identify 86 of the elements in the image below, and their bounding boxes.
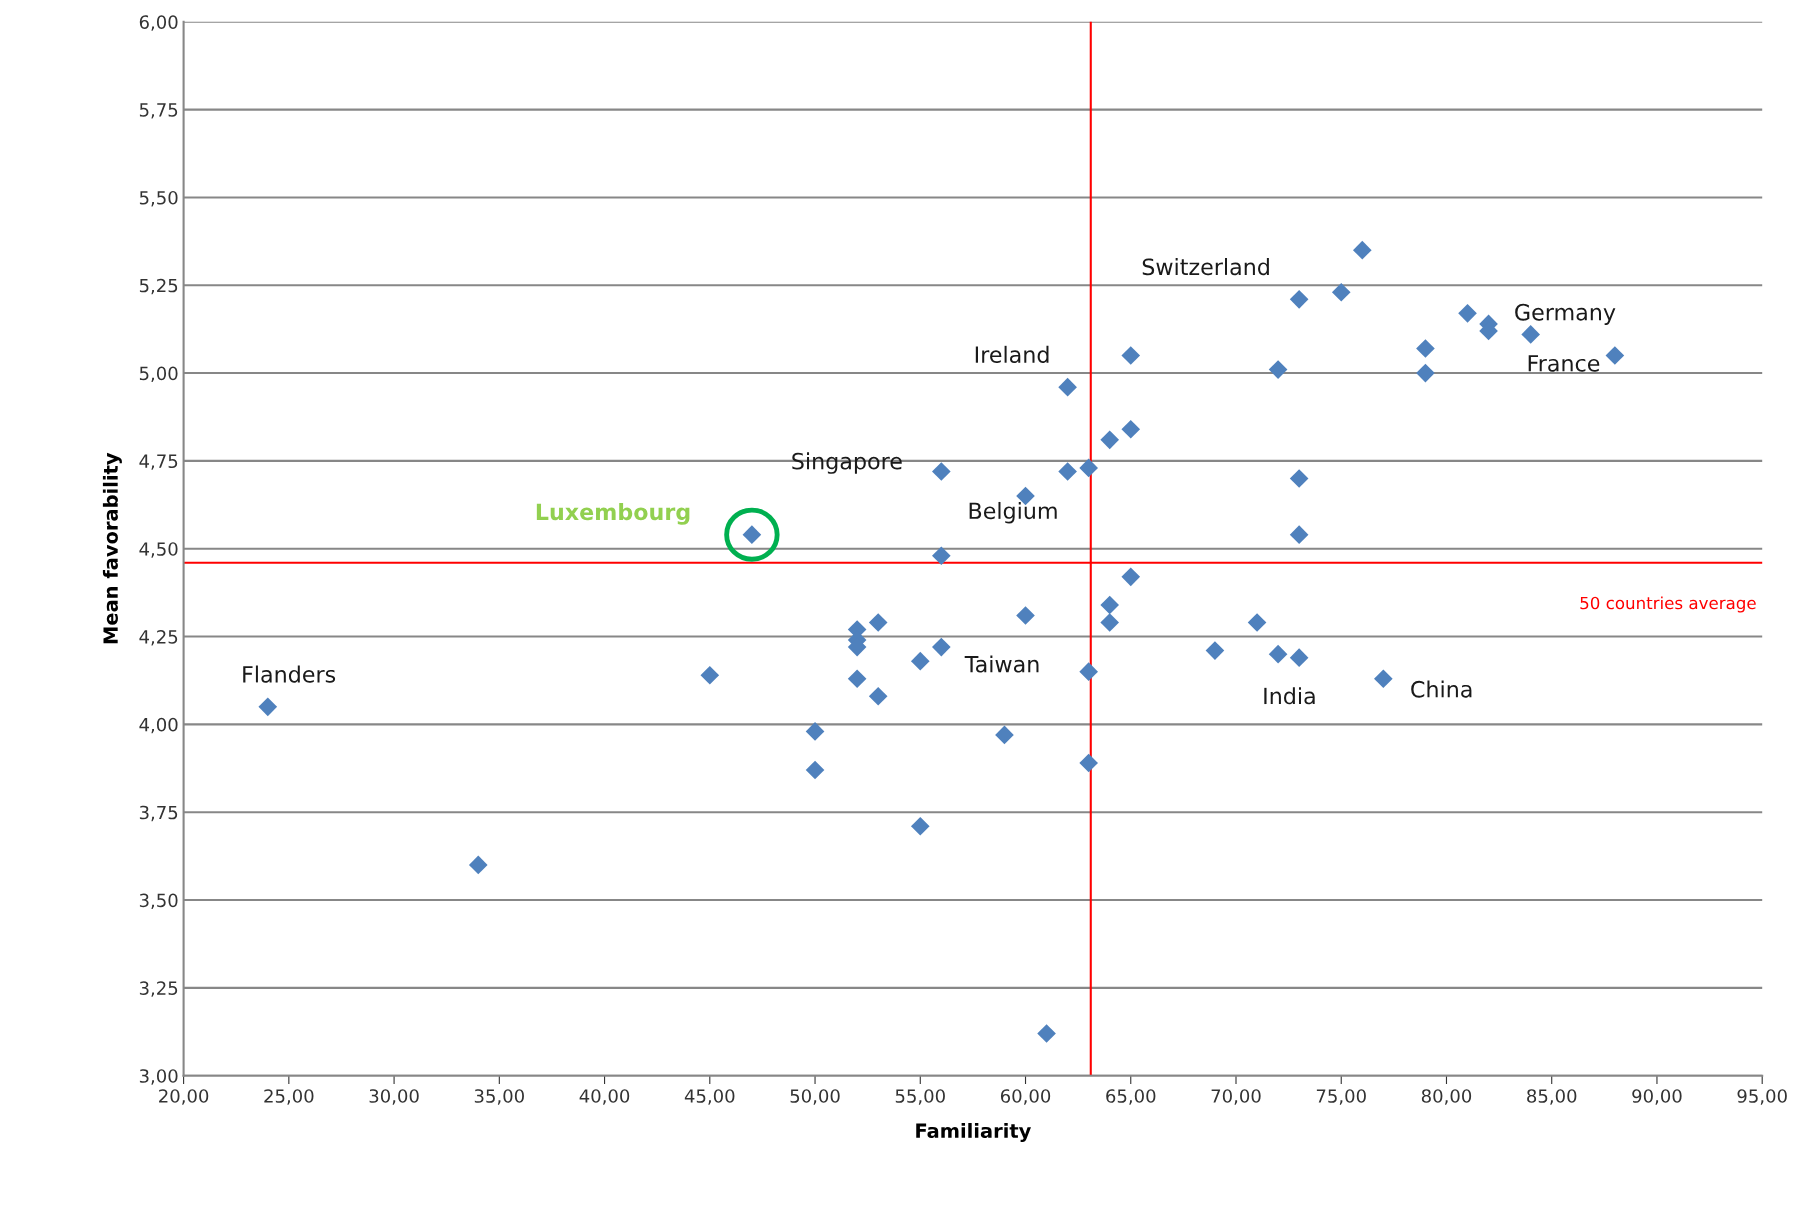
point: [1289, 289, 1309, 309]
y-tick-label: 3,25: [139, 981, 178, 997]
x-tick-label: 65,00: [1106, 1089, 1156, 1105]
point: [1416, 339, 1435, 358]
point: [1289, 648, 1309, 667]
y-tick-label: 5,25: [139, 278, 178, 295]
annotation: Flanders: [243, 665, 336, 683]
y-tick-label: 6,00: [139, 15, 178, 31]
x-tick-label: 40,00: [579, 1089, 630, 1105]
x-tick-label: 30,00: [369, 1089, 419, 1105]
point: [1058, 377, 1077, 397]
x-tick-label: 20,00: [159, 1089, 209, 1105]
x-tick-label: 60,00: [1000, 1089, 1051, 1105]
point: [1079, 662, 1098, 682]
point: [847, 669, 867, 689]
annotation: Belgium: [969, 501, 1057, 524]
x-tick-label: 95,00: [1737, 1089, 1787, 1105]
point: [805, 760, 825, 780]
annotation: Luxembourg: [536, 503, 690, 525]
point: [1079, 458, 1098, 478]
point: [1058, 462, 1077, 481]
point: [1458, 304, 1477, 323]
x-tick-label: 50,00: [790, 1089, 840, 1105]
y-tick-label: 3,00: [139, 1069, 178, 1085]
annotation: Germany: [1515, 303, 1616, 325]
point: [468, 855, 488, 875]
point: [932, 637, 951, 657]
y-tick-label: 5,00: [139, 366, 178, 383]
point: [1016, 606, 1035, 625]
x-tick-label: 35,00: [474, 1089, 524, 1105]
x-tick-label: 90,00: [1632, 1089, 1682, 1105]
point: [868, 686, 888, 706]
point: [1268, 644, 1288, 664]
point: [1331, 282, 1351, 302]
y-tick-label: 3,50: [139, 893, 178, 909]
point: [1247, 613, 1267, 632]
x-tick-label: 55,00: [895, 1089, 945, 1105]
point: [868, 613, 888, 632]
point: [1605, 346, 1625, 365]
annotation: Switzerland: [1142, 258, 1269, 276]
x-tick-label: 80,00: [1421, 1089, 1472, 1105]
y-axis-title: Mean favorability: [102, 452, 122, 644]
point: [1521, 325, 1540, 344]
annotation: France: [1528, 355, 1600, 372]
annotation: India: [1264, 687, 1315, 705]
point: [1121, 567, 1141, 587]
x-tick-label: 45,00: [684, 1089, 735, 1105]
point: [1374, 669, 1393, 689]
annotation: Ireland: [975, 345, 1049, 364]
point: [1289, 525, 1309, 544]
point: [1100, 595, 1120, 615]
point: [932, 546, 951, 566]
point: [1205, 641, 1225, 660]
x-tick-label: 25,00: [264, 1089, 314, 1105]
y-tick-label: 5,75: [139, 103, 178, 119]
point: [1416, 363, 1435, 383]
x-tick-label: 85,00: [1527, 1089, 1577, 1105]
x-tick-label: 70,00: [1211, 1089, 1261, 1105]
y-tick-label: 4,50: [139, 542, 178, 558]
point: [1289, 469, 1309, 488]
y-tick-label: 5,50: [139, 190, 178, 207]
point: [910, 651, 930, 671]
point: [1037, 1024, 1056, 1043]
point: [1352, 240, 1372, 260]
point: [1100, 430, 1120, 450]
y-tick-label: 4,75: [139, 454, 178, 470]
point: [1100, 613, 1120, 632]
y-tick-label: 3,75: [139, 805, 178, 822]
x-axis-title: Familiarity: [916, 1123, 1031, 1142]
annotation: Singapore: [792, 452, 902, 474]
annotation: Taiwan: [964, 655, 1039, 673]
point: [700, 665, 720, 685]
y-tick-label: 4,25: [139, 630, 178, 646]
point: [1268, 360, 1288, 379]
point: [1121, 346, 1141, 365]
point: [1121, 419, 1141, 439]
x-tick-label: 75,00: [1316, 1089, 1366, 1105]
point: [910, 816, 930, 836]
y-tick-label: 4,00: [139, 717, 178, 734]
annotation: China: [1411, 680, 1472, 698]
point: [805, 722, 825, 741]
point: [932, 462, 951, 481]
ref-line-label: 50 countries average: [1580, 596, 1756, 613]
point: [1079, 753, 1098, 773]
point: [995, 725, 1014, 745]
point: [258, 697, 278, 717]
